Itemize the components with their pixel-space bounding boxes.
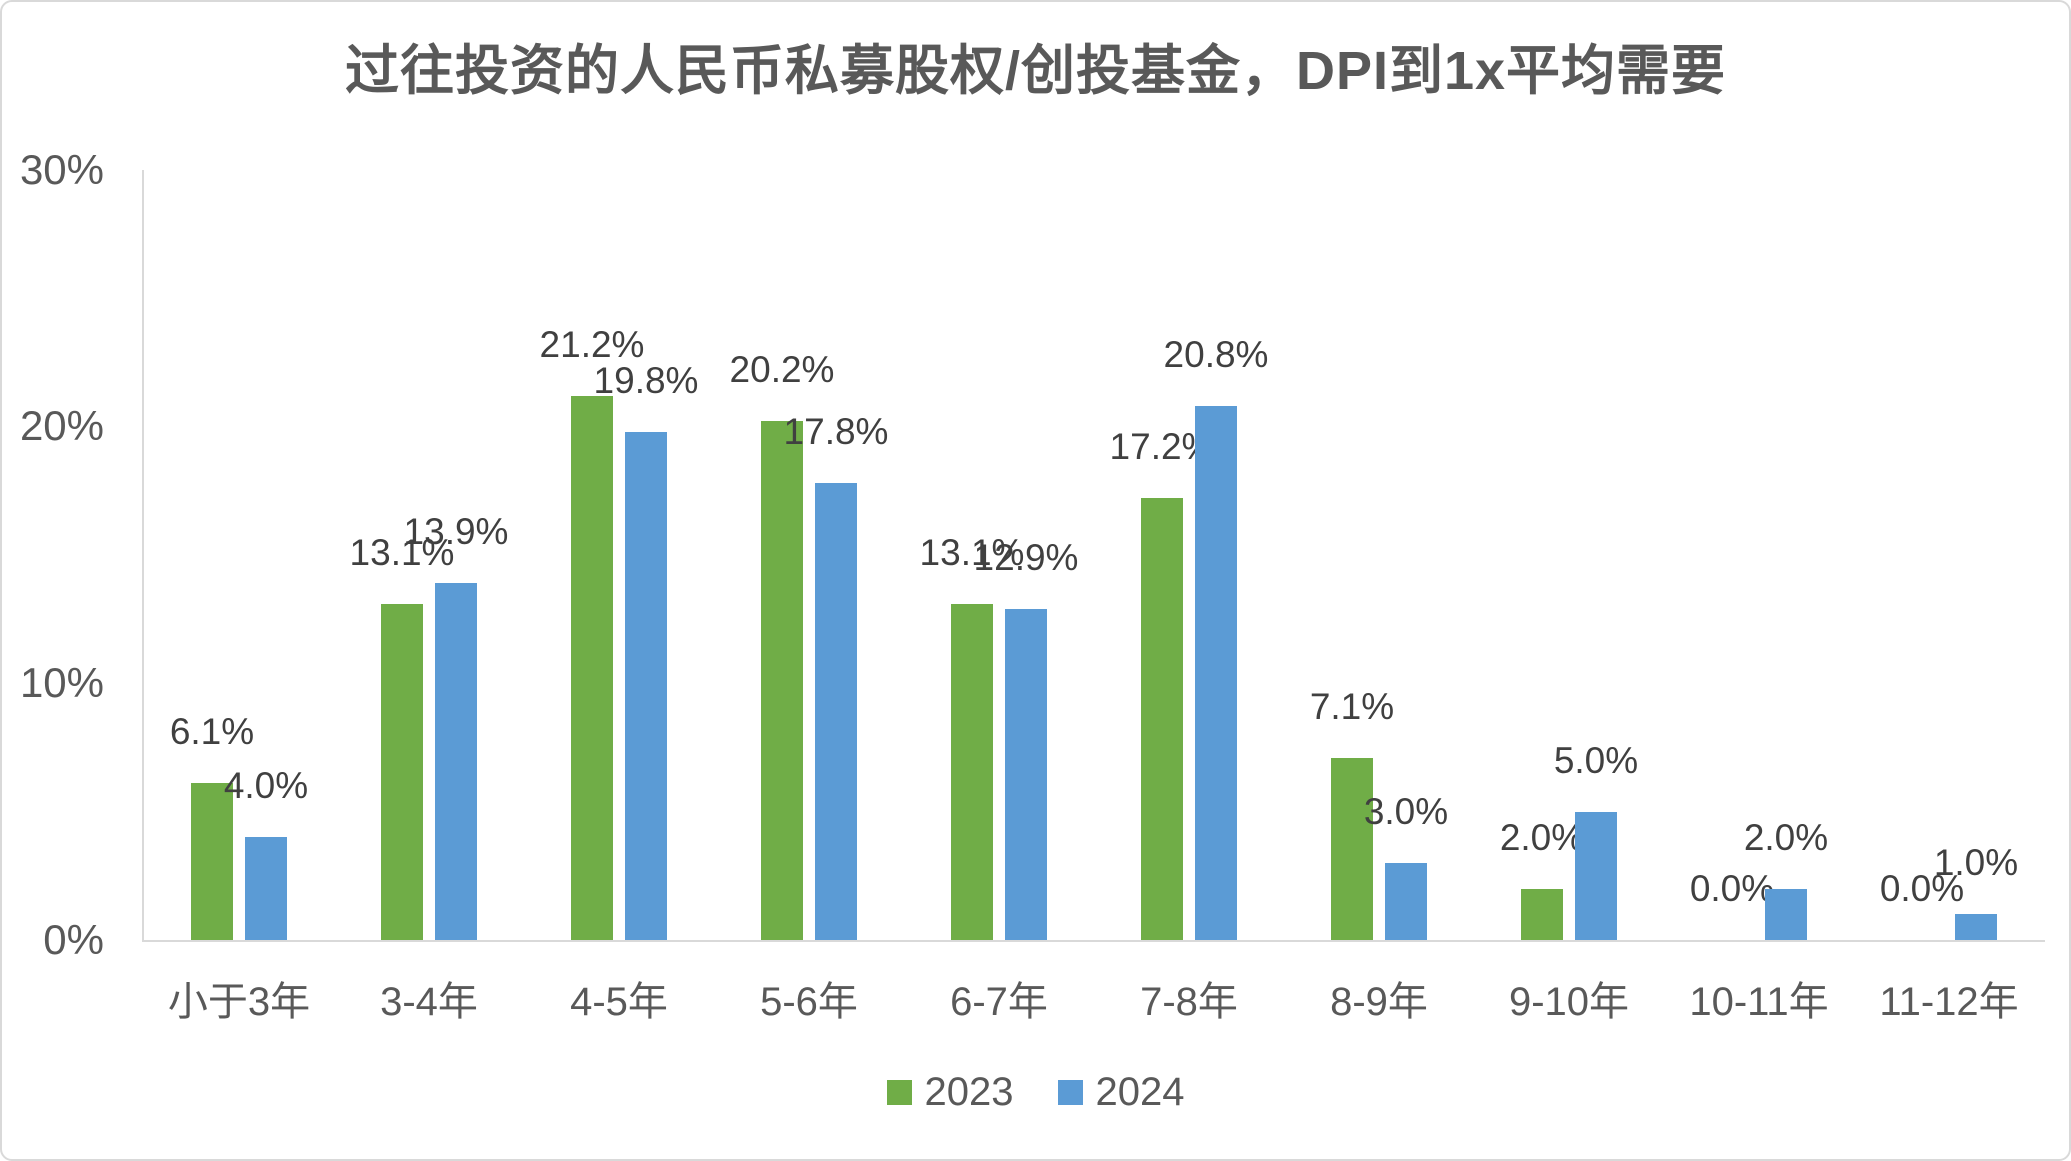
category-label: 小于3年 xyxy=(167,980,311,1024)
x-axis-baseline xyxy=(142,940,2045,942)
category-label: 9-10年 xyxy=(1508,980,1630,1024)
legend-swatch-2023 xyxy=(886,1079,912,1105)
data-label-2024: 12.9% xyxy=(973,536,1079,578)
category-label: 3-4年 xyxy=(380,980,478,1024)
data-label-2023: 0.0% xyxy=(1689,868,1775,909)
data-label-2023: 21.2% xyxy=(539,323,645,365)
data-label-2023: 6.1% xyxy=(169,711,255,753)
data-label-2024: 1.0% xyxy=(1933,842,2019,884)
data-label-2024: 3.0% xyxy=(1363,790,1449,832)
category-label: 11-12年 xyxy=(1879,980,2019,1024)
category-label: 7-8年 xyxy=(1140,980,1238,1024)
data-label-2024: 13.9% xyxy=(403,511,509,553)
legend-item-2023: 2023 xyxy=(886,1068,1014,1116)
legend-label: 2024 xyxy=(1095,1070,1185,1114)
legend-item-2024: 2024 xyxy=(1057,1068,1185,1116)
bar-2024 xyxy=(815,482,857,940)
bar-2023 xyxy=(381,603,423,940)
legend: 2023 2024 xyxy=(2,1068,2069,1116)
bar-2023 xyxy=(951,603,993,940)
data-label-2023: 20.2% xyxy=(729,349,835,391)
category-label: 8-9年 xyxy=(1330,980,1428,1024)
data-label-2023: 13.1% xyxy=(349,531,455,573)
y-axis-tick-label: 10% xyxy=(19,659,104,707)
data-label-2024: 17.8% xyxy=(783,410,889,452)
y-axis-tick-label: 30% xyxy=(19,145,104,193)
data-label-2024: 5.0% xyxy=(1553,739,1639,781)
bar-2023 xyxy=(571,395,613,940)
y-axis-tick-label: 0% xyxy=(43,916,104,963)
data-label-2024: 4.0% xyxy=(223,765,309,807)
bar-2024 xyxy=(625,431,667,940)
legend-label: 2023 xyxy=(924,1070,1014,1114)
bar-2024 xyxy=(1005,608,1047,940)
bar-2024 xyxy=(1765,888,1807,940)
bar-2023 xyxy=(1521,888,1563,940)
category-label: 10-11年 xyxy=(1689,980,1829,1024)
bar-2023 xyxy=(1331,757,1373,940)
bar-2024 xyxy=(1575,811,1617,940)
bar-2024 xyxy=(1955,914,1997,940)
y-axis-tick-label: 20% xyxy=(19,402,104,450)
data-label-2024: 19.8% xyxy=(593,359,699,401)
bar-2024 xyxy=(435,583,477,940)
data-label-2023: 13.1% xyxy=(919,531,1025,573)
category-label: 4-5年 xyxy=(570,980,668,1024)
category-label: 6-7年 xyxy=(950,980,1048,1024)
bar-2024 xyxy=(1385,862,1427,940)
data-label-2023: 7.1% xyxy=(1309,685,1395,727)
bar-2023 xyxy=(761,421,803,940)
legend-swatch-2024 xyxy=(1057,1079,1083,1105)
bar-2023 xyxy=(1141,498,1183,940)
data-label-2023: 2.0% xyxy=(1499,816,1585,858)
chart-title: 过往投资的人民币私募股权/创投基金，DPI到1x平均需要 xyxy=(344,41,1727,101)
y-axis-line xyxy=(142,170,144,942)
category-label: 5-6年 xyxy=(760,980,858,1024)
data-label-2024: 2.0% xyxy=(1743,816,1829,858)
data-label-2023: 0.0% xyxy=(1879,868,1965,909)
data-label-2024: 20.8% xyxy=(1163,333,1269,375)
bar-2023 xyxy=(191,783,233,940)
bar-2024 xyxy=(245,837,287,940)
bar-2024 xyxy=(1195,405,1237,940)
